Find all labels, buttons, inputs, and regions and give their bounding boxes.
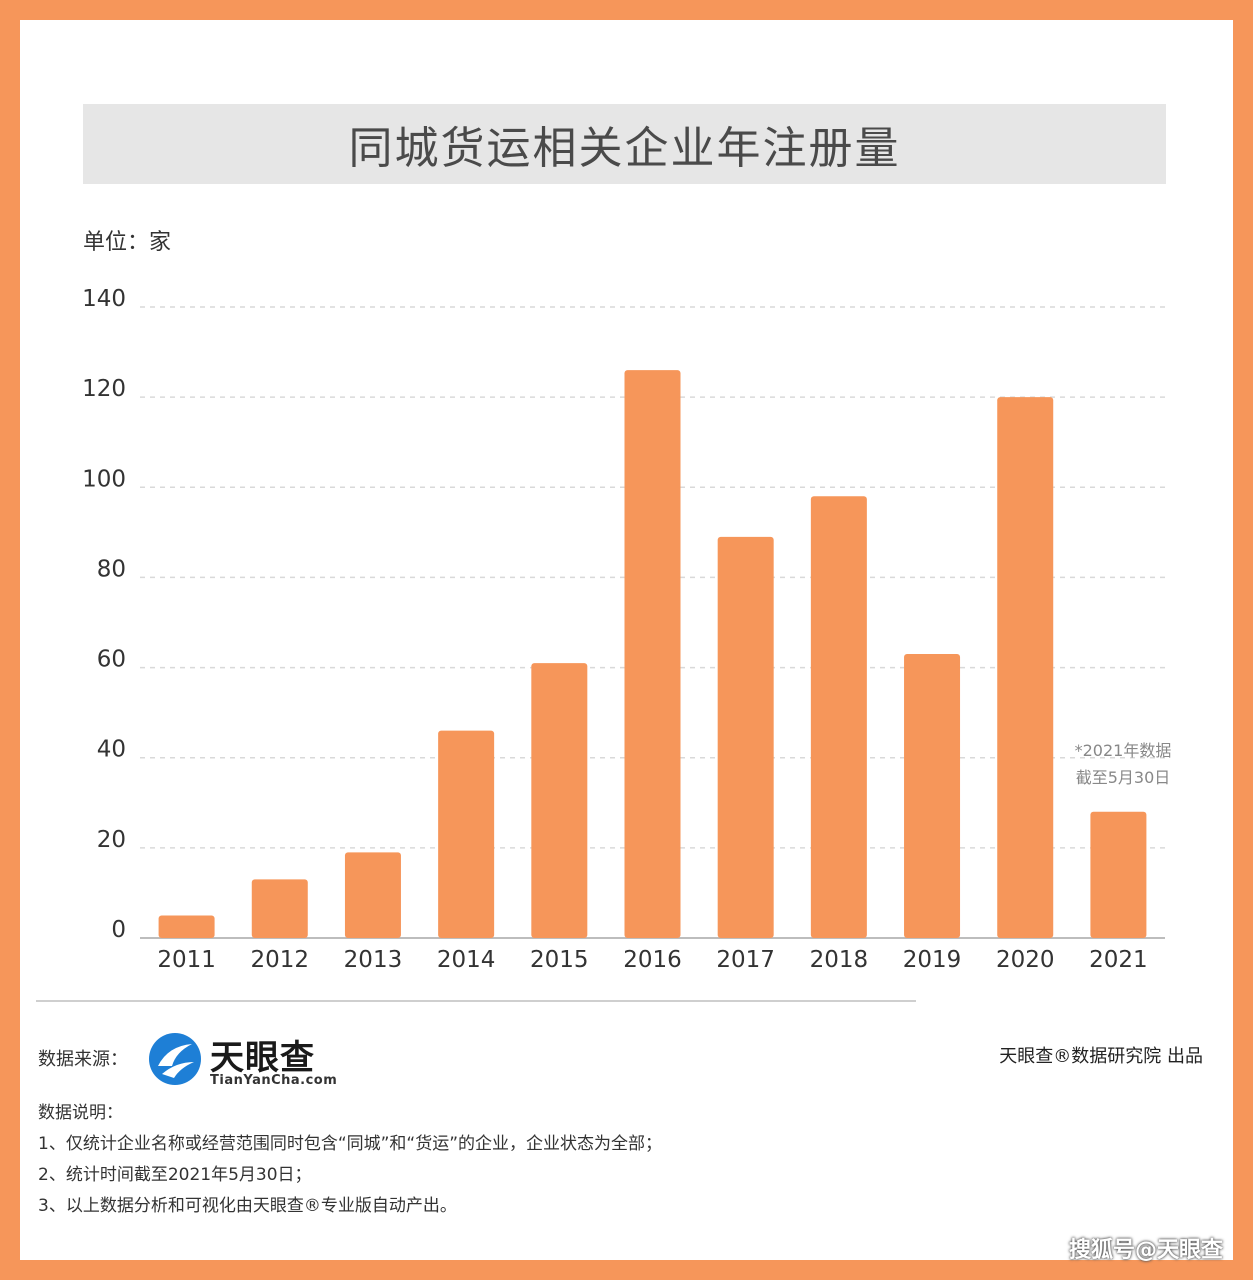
note-item-3: 3、以上数据分析和可视化由天眼查®专业版自动产出。: [38, 1196, 457, 1216]
chart-note: *2021年数据 截至5月30日: [1062, 737, 1184, 791]
x-tick-label-2019: 2019: [903, 947, 962, 973]
x-tick-label-2018: 2018: [810, 947, 869, 973]
x-tick-label-2013: 2013: [344, 947, 403, 973]
bar-2019: [904, 654, 961, 938]
bar-2016: [624, 370, 681, 939]
footer-divider: [36, 1000, 916, 1002]
y-tick-label-80: 80: [97, 556, 126, 582]
logo-subtext: TianYanCha.com: [210, 1073, 338, 1088]
bar-2015: [531, 663, 588, 938]
bar-2012: [251, 879, 308, 938]
x-tick-label-2012: 2012: [250, 947, 309, 973]
y-tick-label-60: 60: [97, 647, 126, 673]
note-item-1: 1、仅统计企业名称或经营范围同时包含“同城”和“货运”的企业，企业状态为全部；: [38, 1134, 663, 1154]
tianyancha-logo-icon: [149, 1033, 201, 1085]
bar-2013: [344, 852, 401, 938]
x-tick-label-2016: 2016: [623, 947, 682, 973]
notes-title: 数据说明：: [38, 1103, 123, 1123]
x-tick-label-2021: 2021: [1089, 947, 1148, 973]
producer-credit: 天眼查®数据研究院 出品: [999, 1046, 1203, 1067]
bar-2017: [717, 536, 774, 938]
bar-2020: [997, 397, 1054, 939]
tianyancha-logo: 天眼查 TianYanCha.com: [148, 1030, 358, 1090]
note-line-1: *2021年数据: [1074, 741, 1172, 760]
note-item-2: 2、统计时间截至2021年5月30日；: [38, 1165, 312, 1185]
sohu-watermark: 搜狐号@天眼查: [1068, 1238, 1223, 1263]
y-tick-label-20: 20: [97, 827, 126, 853]
data-notes: 数据说明： 1、仅统计企业名称或经营范围同时包含“同城”和“货运”的企业，企业状…: [38, 1098, 662, 1222]
x-tick-label-2017: 2017: [716, 947, 775, 973]
bar-2014: [438, 730, 495, 938]
y-tick-label-140: 140: [82, 286, 126, 312]
source-label: 数据来源：: [38, 1049, 128, 1070]
y-tick-label-0: 0: [111, 917, 126, 943]
chart-title: 同城货运相关企业年注册量: [348, 123, 901, 174]
chart-title-bar: 同城货运相关企业年注册量: [83, 104, 1166, 184]
unit-label: 单位：家: [83, 230, 172, 255]
y-tick-label-120: 120: [82, 376, 126, 402]
bar-chart: 0 20 40 60 80 100 120 140 2011 2012 2013 2014 2015 20…: [82, 286, 1165, 973]
logo-text: 天眼查: [210, 1038, 315, 1078]
x-tick-label-2014: 2014: [437, 947, 496, 973]
y-tick-label-40: 40: [97, 737, 126, 763]
x-tick-label-2015: 2015: [530, 947, 589, 973]
x-tick-label-2020: 2020: [996, 947, 1055, 973]
y-tick-label-100: 100: [82, 466, 126, 492]
note-line-2: 截至5月30日: [1075, 768, 1171, 787]
bar-2018: [810, 496, 867, 938]
bar-2021: [1090, 811, 1147, 938]
bar-2011: [158, 915, 215, 938]
x-tick-label-2011: 2011: [157, 947, 216, 973]
